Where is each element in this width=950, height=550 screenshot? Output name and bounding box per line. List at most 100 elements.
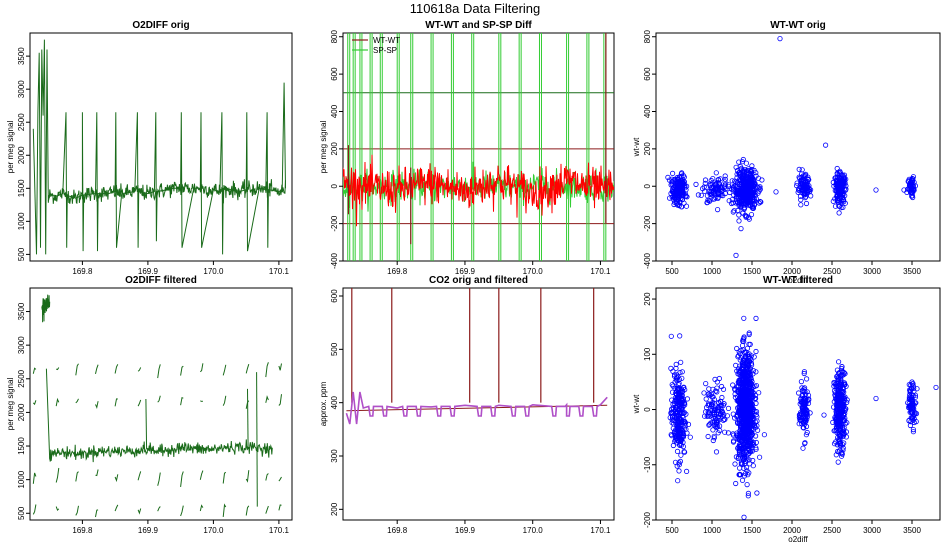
scatter-point <box>744 398 750 404</box>
scatter-point <box>676 468 682 474</box>
scatter-point <box>668 406 675 412</box>
scatter-point <box>907 397 914 403</box>
scatter-point <box>746 192 752 198</box>
y-tick-label: 400 <box>330 104 339 118</box>
scatter-point <box>837 411 843 417</box>
scatter-point <box>733 362 739 369</box>
scatter-point <box>674 413 680 419</box>
plot-area <box>32 294 282 518</box>
scatter-point <box>738 204 744 210</box>
o2diff-segment <box>222 395 227 406</box>
scatter-point <box>693 181 699 187</box>
scatter-point <box>735 366 742 372</box>
scatter-point <box>679 179 686 185</box>
o2diff-segment <box>278 476 282 482</box>
scatter-point <box>670 442 677 449</box>
scatter-point <box>837 440 844 446</box>
scatter-point <box>751 188 757 194</box>
scatter-point <box>838 394 844 401</box>
scatter-point <box>706 391 712 397</box>
scatter-point <box>714 180 720 186</box>
scatter-point <box>873 187 879 193</box>
scatter-point <box>837 203 843 209</box>
scatter-point <box>702 188 708 194</box>
scatter-point <box>834 193 840 199</box>
scatter-point <box>838 406 845 412</box>
o2diff-segment <box>114 398 118 407</box>
scatter-point <box>738 377 744 383</box>
scatter-point <box>736 472 742 478</box>
scatter-point <box>722 173 728 179</box>
scatter-point <box>740 195 747 201</box>
scatter-point <box>801 420 807 426</box>
scatter-point <box>796 390 802 396</box>
scatter-point <box>739 343 746 349</box>
scatter-point <box>733 164 739 170</box>
scatter-point <box>734 345 740 352</box>
scatter-point <box>746 330 752 336</box>
scatter-point <box>744 199 750 205</box>
x-tick-label: 500 <box>665 526 679 535</box>
scatter-point <box>750 183 756 189</box>
scatter-point <box>758 199 764 205</box>
scatter-point <box>678 171 685 177</box>
scatter-point <box>679 369 685 375</box>
scatter-point <box>908 177 915 183</box>
scatter-point <box>741 182 747 188</box>
scatter-point <box>738 165 745 171</box>
scatter-point <box>800 445 806 451</box>
scatter-point <box>704 404 710 411</box>
scatter-point <box>746 387 752 393</box>
o2diff-segment <box>55 397 60 407</box>
chart-title: O2DIFF filtered <box>125 275 197 286</box>
scatter-point <box>746 351 752 357</box>
scatter-point <box>674 174 680 181</box>
scatter-point <box>834 165 840 172</box>
scatter-point <box>741 201 747 207</box>
scatter-point <box>751 167 757 173</box>
scatter-point <box>747 341 753 348</box>
plot-area <box>343 33 614 261</box>
y-tick-label: 600 <box>330 67 339 81</box>
o2diff-segment <box>95 401 99 410</box>
scatter-point <box>799 186 805 192</box>
scatter-point <box>910 393 916 399</box>
scatter-point <box>673 397 680 404</box>
scatter-point <box>740 360 746 366</box>
scatter-point <box>741 386 747 392</box>
scatter-point <box>732 461 738 467</box>
scatter-point <box>738 443 744 449</box>
scatter-point <box>841 172 848 178</box>
page-title: 110618a Data Filtering <box>409 1 541 16</box>
y-tick-label: 200 <box>643 292 652 306</box>
scatter-point <box>675 478 681 484</box>
scatter-point <box>701 390 707 396</box>
scatter-point <box>741 380 747 386</box>
scatter-point <box>745 490 752 496</box>
x-tick-label: 3000 <box>863 267 881 276</box>
scatter-point <box>715 430 721 436</box>
y-tick-label: 2500 <box>17 369 26 387</box>
scatter-point <box>748 417 754 423</box>
scatter-point <box>743 433 750 439</box>
scatter-point <box>730 439 737 445</box>
scatter-point <box>730 432 737 438</box>
scatter-point <box>672 407 679 413</box>
scatter-point <box>873 395 879 402</box>
scatter-point <box>741 473 748 479</box>
o2diff-segment <box>278 504 282 511</box>
chart-title: O2DIFF orig <box>132 20 189 31</box>
x-tick-label: 169.9 <box>455 526 476 535</box>
scatter-point <box>739 477 746 483</box>
scatter-point <box>671 421 677 427</box>
x-tick-label: 1000 <box>703 526 721 535</box>
scatter-point <box>745 364 751 371</box>
y-axis-label: per meg signal <box>6 378 15 431</box>
scatter-point <box>713 449 720 455</box>
scatter-point <box>710 427 716 433</box>
scatter-point <box>745 176 751 182</box>
scatter-point <box>777 36 783 42</box>
scatter-point <box>747 411 753 417</box>
scatter-point <box>723 185 729 192</box>
series-o2diff-spikes <box>32 39 286 255</box>
